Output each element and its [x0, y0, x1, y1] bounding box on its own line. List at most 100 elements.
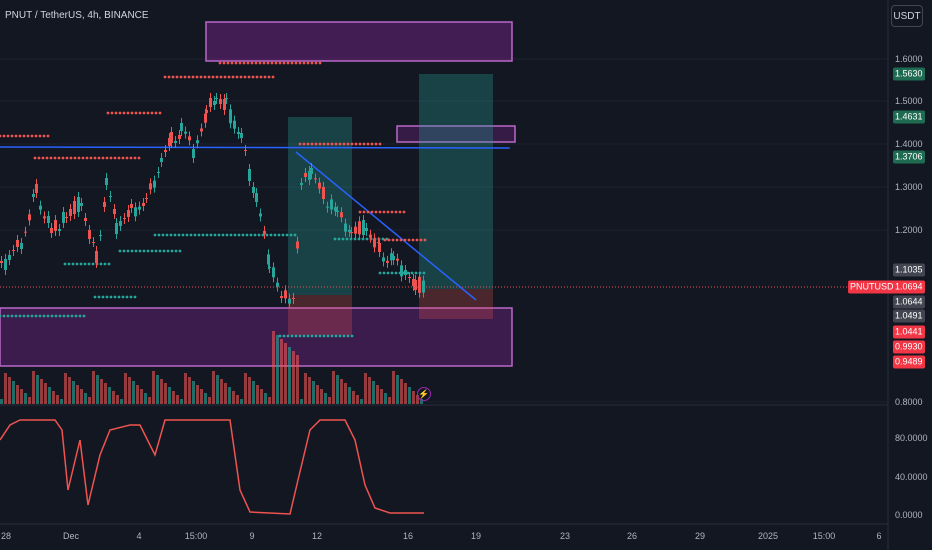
volume-bar: [152, 371, 155, 404]
level-dot: [414, 271, 418, 275]
level-dot: [314, 61, 318, 65]
candle-body: [300, 183, 303, 185]
level-dot: [122, 111, 126, 115]
level-dot: [73, 156, 77, 160]
y-tick: 1.2000: [895, 225, 923, 235]
level-dot: [350, 142, 354, 146]
demand-zone: [0, 307, 513, 367]
level-dot: [350, 334, 354, 338]
level-dot: [231, 75, 235, 79]
level-dot: [197, 233, 201, 237]
level-dot: [99, 262, 103, 266]
volume-bar: [92, 371, 95, 404]
level-dot: [93, 156, 97, 160]
level-dot: [171, 75, 175, 79]
candle-body: [69, 209, 72, 216]
candle-body: [109, 196, 112, 197]
candle-body: [80, 203, 83, 206]
level-dot: [326, 334, 330, 338]
volume-bar: [408, 387, 411, 404]
candle-body: [263, 230, 266, 234]
level-dot: [258, 61, 262, 65]
candle-body: [308, 171, 311, 180]
level-dot: [77, 156, 81, 160]
descending-trendline[interactable]: [295, 151, 477, 301]
candle-body: [105, 178, 108, 185]
candle-body: [47, 216, 50, 223]
level-dot: [302, 61, 306, 65]
level-dot: [271, 75, 275, 79]
level-dot: [87, 262, 91, 266]
volume-bar: [140, 389, 143, 404]
level-dot: [346, 142, 350, 146]
volume-bar: [116, 395, 119, 404]
level-dot: [81, 156, 85, 160]
level-dot: [341, 237, 345, 241]
volume-bar: [384, 393, 387, 404]
x-tick: 15:00: [812, 531, 836, 541]
level-dot: [110, 111, 114, 115]
level-dot: [378, 142, 382, 146]
level-dot: [105, 156, 109, 160]
level-dot: [170, 249, 174, 253]
level-dot: [378, 210, 382, 214]
oscillator-line: [0, 419, 424, 515]
volume-bar: [196, 385, 199, 404]
symbol-title[interactable]: PNUT / TetherUS, 4h, BINANCE: [5, 10, 149, 21]
candle-body: [35, 184, 38, 193]
x-tick: 26: [626, 531, 638, 541]
volume-bar: [404, 383, 407, 404]
level-dot: [338, 142, 342, 146]
price-label: 1.4631: [893, 110, 925, 124]
x-tick: 6: [876, 531, 882, 541]
level-dot: [46, 134, 50, 138]
volume-bar: [400, 379, 403, 404]
volume-bar: [420, 399, 423, 404]
lightning-icon[interactable]: ⚡: [417, 387, 431, 401]
candle-body: [248, 169, 251, 181]
level-dot: [166, 249, 170, 253]
candle-body: [84, 218, 87, 221]
level-dot: [342, 142, 346, 146]
level-dot: [158, 249, 162, 253]
level-dot: [394, 210, 398, 214]
level-dot: [199, 75, 203, 79]
candle-body: [255, 193, 258, 202]
price-label: 1.0441: [893, 325, 925, 339]
level-dot: [267, 75, 271, 79]
level-dot: [146, 249, 150, 253]
level-dot: [362, 210, 366, 214]
candle-body: [268, 267, 271, 268]
volume-bar: [112, 391, 115, 404]
volume-bar: [144, 393, 147, 404]
candle-body: [414, 280, 417, 290]
level-dot: [187, 75, 191, 79]
level-dot: [58, 314, 62, 318]
volume-bar: [288, 347, 291, 404]
level-dot: [302, 334, 306, 338]
level-dot: [294, 334, 298, 338]
y-tick: 1.5000: [895, 96, 923, 106]
volume-bar: [316, 385, 319, 404]
level-dot: [270, 61, 274, 65]
level-dot: [213, 233, 217, 237]
level-dot: [254, 61, 258, 65]
level-dot: [209, 233, 213, 237]
horizontal-resistance[interactable]: [0, 146, 511, 149]
volume-bar: [188, 377, 191, 404]
level-dot: [259, 75, 263, 79]
level-dot: [390, 271, 394, 275]
currency-button[interactable]: USDT: [891, 5, 923, 27]
candle-body: [344, 223, 347, 232]
level-dot: [109, 295, 113, 299]
candle-body: [95, 251, 98, 263]
level-dot: [322, 142, 326, 146]
candle-body: [310, 168, 313, 174]
volume-bar: [224, 383, 227, 404]
volume-bar: [236, 395, 239, 404]
level-dot: [282, 61, 286, 65]
volume-bar: [292, 351, 295, 404]
volume-bar: [340, 379, 343, 404]
level-dot: [71, 262, 75, 266]
